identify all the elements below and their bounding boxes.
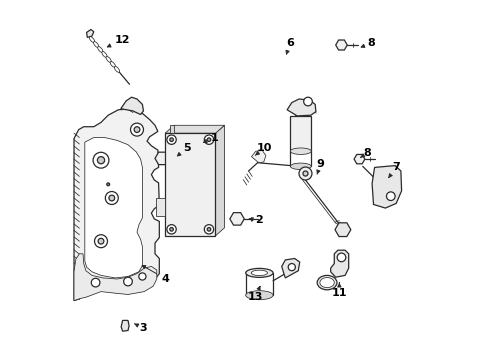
Circle shape — [204, 225, 214, 234]
Circle shape — [134, 127, 140, 132]
Polygon shape — [335, 223, 351, 237]
Text: 10: 10 — [255, 143, 272, 156]
Circle shape — [304, 97, 312, 106]
Text: 6: 6 — [286, 38, 294, 54]
Polygon shape — [336, 40, 347, 50]
Polygon shape — [121, 320, 129, 331]
Polygon shape — [290, 116, 311, 151]
Circle shape — [91, 278, 100, 287]
Circle shape — [107, 183, 110, 186]
Polygon shape — [121, 97, 144, 114]
Polygon shape — [251, 150, 266, 163]
Text: 9: 9 — [317, 159, 324, 174]
Polygon shape — [216, 125, 224, 236]
Ellipse shape — [110, 62, 116, 67]
Ellipse shape — [114, 67, 120, 72]
Ellipse shape — [94, 42, 99, 48]
Circle shape — [207, 138, 211, 141]
Polygon shape — [74, 254, 157, 301]
Circle shape — [170, 138, 173, 141]
Circle shape — [139, 273, 146, 280]
Circle shape — [303, 171, 308, 176]
Circle shape — [93, 152, 109, 168]
Ellipse shape — [320, 278, 334, 288]
Ellipse shape — [251, 270, 268, 276]
Circle shape — [167, 225, 176, 234]
Text: 8: 8 — [361, 38, 375, 48]
Circle shape — [98, 238, 104, 244]
Circle shape — [98, 157, 104, 164]
Circle shape — [170, 228, 173, 231]
Polygon shape — [354, 154, 365, 164]
Ellipse shape — [89, 37, 95, 42]
Text: 1: 1 — [203, 132, 218, 143]
Circle shape — [123, 277, 132, 286]
Polygon shape — [156, 198, 165, 216]
Circle shape — [337, 253, 346, 262]
Polygon shape — [230, 213, 245, 225]
Circle shape — [288, 264, 295, 271]
Ellipse shape — [291, 163, 311, 170]
Polygon shape — [171, 125, 174, 133]
Polygon shape — [287, 99, 316, 116]
Circle shape — [109, 195, 115, 201]
Text: 2: 2 — [249, 215, 263, 225]
Polygon shape — [85, 138, 143, 278]
Circle shape — [207, 228, 211, 231]
Ellipse shape — [106, 57, 111, 62]
Polygon shape — [155, 152, 170, 165]
Text: 7: 7 — [389, 162, 400, 177]
Polygon shape — [282, 258, 300, 278]
Ellipse shape — [102, 51, 107, 58]
Text: 3: 3 — [134, 323, 147, 333]
Ellipse shape — [291, 148, 311, 154]
Text: 4: 4 — [142, 265, 170, 284]
Circle shape — [130, 123, 144, 136]
Polygon shape — [165, 125, 224, 133]
Text: 8: 8 — [361, 148, 371, 158]
Circle shape — [204, 135, 214, 144]
Text: 13: 13 — [247, 286, 263, 302]
Circle shape — [95, 235, 107, 248]
Text: 11: 11 — [332, 283, 347, 298]
Circle shape — [105, 192, 118, 204]
Polygon shape — [331, 250, 349, 277]
Bar — [165, 133, 216, 236]
Polygon shape — [74, 109, 159, 301]
Text: 5: 5 — [177, 143, 191, 156]
Circle shape — [387, 192, 395, 201]
Polygon shape — [372, 166, 402, 208]
Polygon shape — [87, 30, 94, 37]
Ellipse shape — [317, 275, 337, 290]
Ellipse shape — [245, 291, 273, 300]
Ellipse shape — [245, 269, 273, 277]
Ellipse shape — [98, 46, 103, 53]
Text: 12: 12 — [107, 35, 130, 47]
Circle shape — [299, 167, 312, 180]
Circle shape — [167, 135, 176, 144]
